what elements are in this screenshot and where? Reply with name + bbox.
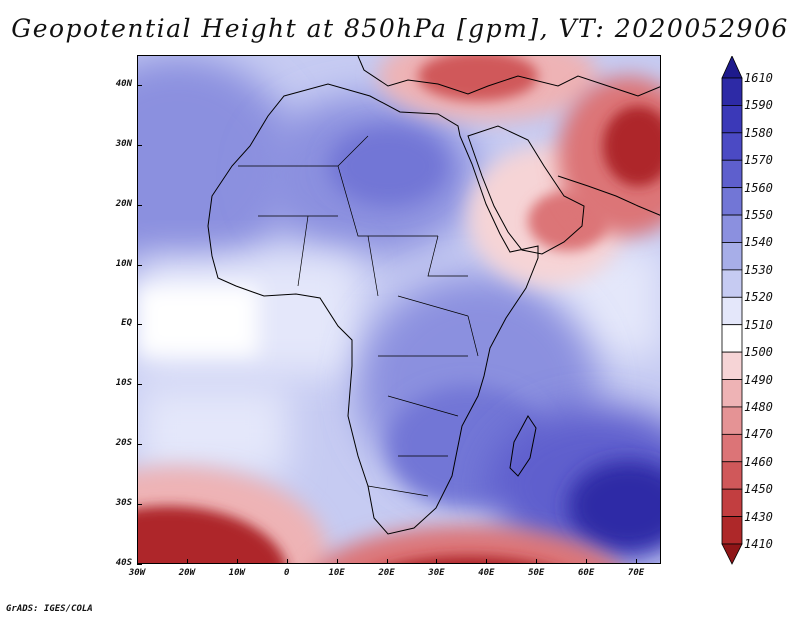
iran-coast bbox=[557, 175, 660, 216]
colorbar-label: 1450 bbox=[744, 482, 773, 497]
lon-tick bbox=[436, 559, 438, 564]
lat-tick bbox=[137, 324, 142, 326]
colorbar-swatch bbox=[721, 433, 743, 463]
field-iran-core bbox=[603, 106, 660, 186]
colorbar-swatch bbox=[721, 488, 743, 517]
lat-label: 20N bbox=[115, 198, 132, 209]
mediterranean-coast bbox=[357, 56, 660, 97]
map-plot-area[interactable] bbox=[137, 55, 661, 564]
lon-tick bbox=[236, 559, 238, 564]
colorbar-swatch bbox=[721, 77, 743, 106]
lat-label: 30N bbox=[115, 138, 132, 149]
colorbar-swatch bbox=[721, 379, 743, 408]
geopotential-field bbox=[138, 56, 660, 563]
footer-credit: GrADS: IGES/COLA bbox=[6, 604, 93, 614]
country-borders bbox=[238, 135, 479, 497]
madagascar-coastline bbox=[509, 415, 537, 477]
colorbar-swatch bbox=[721, 187, 743, 216]
lon-label: 10E bbox=[328, 568, 345, 578]
colorbar-swatch bbox=[721, 324, 743, 353]
field-turkey-core bbox=[418, 56, 538, 101]
field-sw-low-core bbox=[138, 506, 286, 563]
colorbar-label: 1550 bbox=[744, 208, 773, 223]
colorbar-top-arrow bbox=[721, 56, 743, 79]
lat-tick bbox=[137, 144, 142, 146]
map-title: Geopotential Height at 850hPa [gpm], VT:… bbox=[11, 14, 789, 43]
lat-label: 40S bbox=[115, 558, 132, 568]
lon-tick bbox=[186, 559, 188, 564]
lon-label: 10W bbox=[228, 568, 245, 578]
lon-tick bbox=[137, 559, 138, 564]
colorbar-swatch bbox=[721, 461, 743, 490]
lon-tick bbox=[286, 559, 288, 564]
colorbar-bottom-arrow bbox=[721, 543, 743, 565]
lat-label: 10S bbox=[115, 378, 132, 389]
lon-label: 50E bbox=[528, 568, 545, 578]
field-eq-atlantic-core bbox=[138, 286, 258, 356]
lat-tick bbox=[137, 204, 142, 206]
colorbar bbox=[721, 56, 743, 565]
lon-label: 20E bbox=[378, 568, 395, 578]
field-indian-ocean-core bbox=[568, 461, 660, 551]
lat-tick bbox=[137, 84, 142, 86]
colorbar-swatch bbox=[721, 214, 743, 243]
lon-label: 20W bbox=[178, 568, 196, 578]
colorbar-swatch bbox=[721, 269, 743, 298]
colorbar-swatch bbox=[721, 132, 743, 161]
colorbar-label: 1500 bbox=[744, 345, 773, 360]
colorbar-label: 1560 bbox=[744, 180, 773, 195]
arabia-coastline bbox=[467, 125, 585, 255]
lon-label: 30E bbox=[428, 568, 445, 578]
lon-label: 70E bbox=[627, 568, 645, 578]
lon-tick bbox=[586, 559, 588, 564]
colorbar-swatch bbox=[721, 296, 743, 326]
colorbar-label: 1480 bbox=[744, 399, 773, 414]
lon-label: 40E bbox=[478, 568, 495, 578]
colorbar-swatch bbox=[721, 351, 743, 380]
lon-label: 0 bbox=[283, 568, 290, 578]
colorbar-label: 1430 bbox=[744, 509, 773, 524]
colorbar-label: 1520 bbox=[744, 290, 773, 305]
lat-tick bbox=[137, 384, 142, 386]
colorbar-swatch bbox=[721, 406, 743, 435]
lat-label: 10N bbox=[115, 258, 132, 269]
colorbar-swatch bbox=[721, 105, 743, 134]
colorbar-label: 1470 bbox=[744, 427, 773, 442]
lat-label: EQ bbox=[121, 318, 132, 329]
colorbar-label: 1610 bbox=[744, 71, 773, 85]
lon-tick bbox=[386, 559, 388, 564]
colorbar-label: 1490 bbox=[744, 372, 773, 387]
colorbar-label: 1510 bbox=[744, 317, 773, 332]
lat-label: 40N bbox=[115, 78, 132, 89]
lat-tick bbox=[137, 504, 142, 506]
colorbar-swatch bbox=[721, 159, 743, 189]
colorbar-label: 1530 bbox=[744, 262, 773, 277]
colorbar-label: 1540 bbox=[744, 235, 773, 250]
lon-tick bbox=[536, 559, 538, 564]
lon-label: 30W bbox=[128, 568, 146, 578]
colorbar-label: 1410 bbox=[744, 537, 773, 551]
field-s-low bbox=[320, 526, 616, 563]
colorbar-label: 1590 bbox=[744, 98, 773, 113]
colorbar-label: 1580 bbox=[744, 125, 773, 140]
lat-label: 20S bbox=[115, 438, 132, 449]
lat-label: 30S bbox=[115, 498, 132, 509]
lat-tick bbox=[137, 444, 142, 446]
lon-tick bbox=[636, 559, 638, 564]
lon-tick bbox=[336, 559, 338, 564]
field-nw-ocean bbox=[138, 56, 298, 276]
field-south-atlantic bbox=[138, 386, 288, 476]
lon-label: 60E bbox=[578, 568, 595, 578]
lat-tick bbox=[137, 564, 142, 565]
colorbar-swatch bbox=[721, 516, 743, 545]
colorbar-label: 1570 bbox=[744, 153, 773, 168]
lat-tick bbox=[137, 264, 142, 266]
colorbar-swatch bbox=[721, 242, 743, 271]
lon-tick bbox=[486, 559, 488, 564]
africa-coastline bbox=[207, 83, 539, 535]
field-s-low-core bbox=[400, 556, 536, 563]
colorbar-label: 1460 bbox=[744, 454, 773, 469]
